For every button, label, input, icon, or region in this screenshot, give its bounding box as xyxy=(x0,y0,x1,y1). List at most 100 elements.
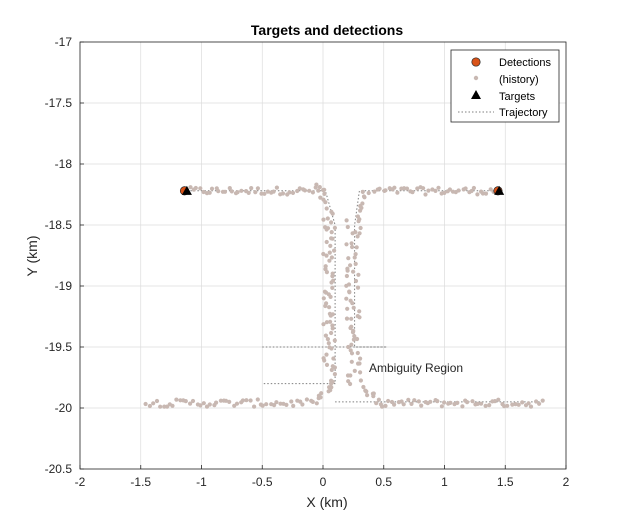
history-point xyxy=(158,404,163,409)
history-point xyxy=(239,188,244,193)
history-point xyxy=(510,402,515,407)
history-point xyxy=(329,220,334,225)
legend-targets-label: Targets xyxy=(499,91,536,103)
history-point xyxy=(448,400,453,405)
history-point xyxy=(332,365,337,370)
y-tick-label: -17 xyxy=(55,35,73,49)
history-point xyxy=(300,402,305,407)
history-point xyxy=(329,230,334,235)
history-point xyxy=(323,333,328,338)
history-point xyxy=(386,398,391,404)
history-point xyxy=(352,368,357,373)
legend: Detections (history) Targets Trajectory xyxy=(450,49,560,123)
history-point xyxy=(325,216,330,221)
history-point xyxy=(321,217,326,222)
history-point xyxy=(349,324,354,329)
history-point xyxy=(416,399,421,404)
history-point xyxy=(471,185,476,191)
y-tick-label: -18.5 xyxy=(45,218,73,232)
history-point xyxy=(350,244,355,250)
history-point xyxy=(351,305,356,310)
history-point xyxy=(324,270,329,275)
history-point xyxy=(357,309,362,314)
history-point xyxy=(240,398,245,403)
history-point xyxy=(351,269,356,274)
legend-targets-marker xyxy=(471,90,481,99)
history-point xyxy=(357,231,362,236)
history-point xyxy=(344,316,350,321)
history-point xyxy=(272,403,277,408)
history-point xyxy=(351,337,356,342)
history-point xyxy=(324,301,329,306)
history-point xyxy=(406,397,411,402)
history-point xyxy=(188,185,193,190)
history-point xyxy=(324,239,329,245)
legend-detections-marker xyxy=(471,57,481,67)
history-point xyxy=(475,401,480,406)
history-point xyxy=(329,236,334,241)
x-tick-label: 1 xyxy=(441,475,448,489)
target-marker xyxy=(181,185,192,195)
history-point xyxy=(297,186,302,191)
history-point xyxy=(520,400,525,405)
history-point xyxy=(428,399,433,404)
history-point xyxy=(371,394,376,399)
history-point xyxy=(540,398,545,403)
history-point xyxy=(234,401,240,406)
history-point xyxy=(291,403,296,408)
legend-box xyxy=(450,49,560,123)
history-point xyxy=(227,186,232,191)
history-point xyxy=(526,401,531,406)
history-point xyxy=(435,399,440,404)
history-point xyxy=(344,296,349,301)
history-point xyxy=(479,401,484,406)
x-tick-label: 1.5 xyxy=(497,475,514,489)
history-point xyxy=(537,401,542,406)
history-point xyxy=(201,189,206,195)
chart-title: Targets and detections xyxy=(251,22,403,38)
history-point xyxy=(330,285,335,290)
history-point xyxy=(193,185,198,191)
legend-detections-label: Detections xyxy=(499,57,551,69)
target-markers xyxy=(179,185,505,196)
history-point xyxy=(426,188,431,193)
history-point xyxy=(328,319,333,324)
history-point xyxy=(246,190,251,195)
history-point xyxy=(353,230,358,235)
history-point xyxy=(361,384,366,390)
history-point xyxy=(316,396,321,401)
x-tick-label: -2 xyxy=(75,475,86,489)
history-point xyxy=(332,338,337,343)
history-point xyxy=(496,397,501,402)
history-point xyxy=(229,189,234,194)
history-point xyxy=(223,398,229,403)
history-point xyxy=(376,397,381,402)
trajectory-line xyxy=(186,190,336,385)
history-point xyxy=(248,398,253,403)
history-point xyxy=(332,372,337,377)
history-point xyxy=(143,401,148,407)
history-point xyxy=(174,397,179,402)
history-point xyxy=(170,403,175,408)
legend-history-label: (history) xyxy=(499,74,539,86)
history-point xyxy=(295,188,300,194)
history-point xyxy=(280,191,286,196)
history-point xyxy=(357,361,362,366)
history-point xyxy=(353,252,358,257)
history-point xyxy=(289,399,294,404)
history-point xyxy=(332,225,337,230)
history-point xyxy=(324,362,330,367)
history-point xyxy=(298,399,303,404)
history-point xyxy=(209,186,215,191)
history-point xyxy=(419,403,424,408)
x-axis-ticks: -2 -1.5 -1 -0.5 0 0.5 1 1.5 2 xyxy=(75,465,570,489)
history-point xyxy=(353,261,358,266)
history-point xyxy=(492,399,497,404)
history-point xyxy=(349,342,354,347)
history-point xyxy=(322,187,327,192)
history-point xyxy=(253,190,258,195)
history-point xyxy=(487,403,492,408)
history-point xyxy=(358,378,363,383)
history-point xyxy=(380,404,385,409)
